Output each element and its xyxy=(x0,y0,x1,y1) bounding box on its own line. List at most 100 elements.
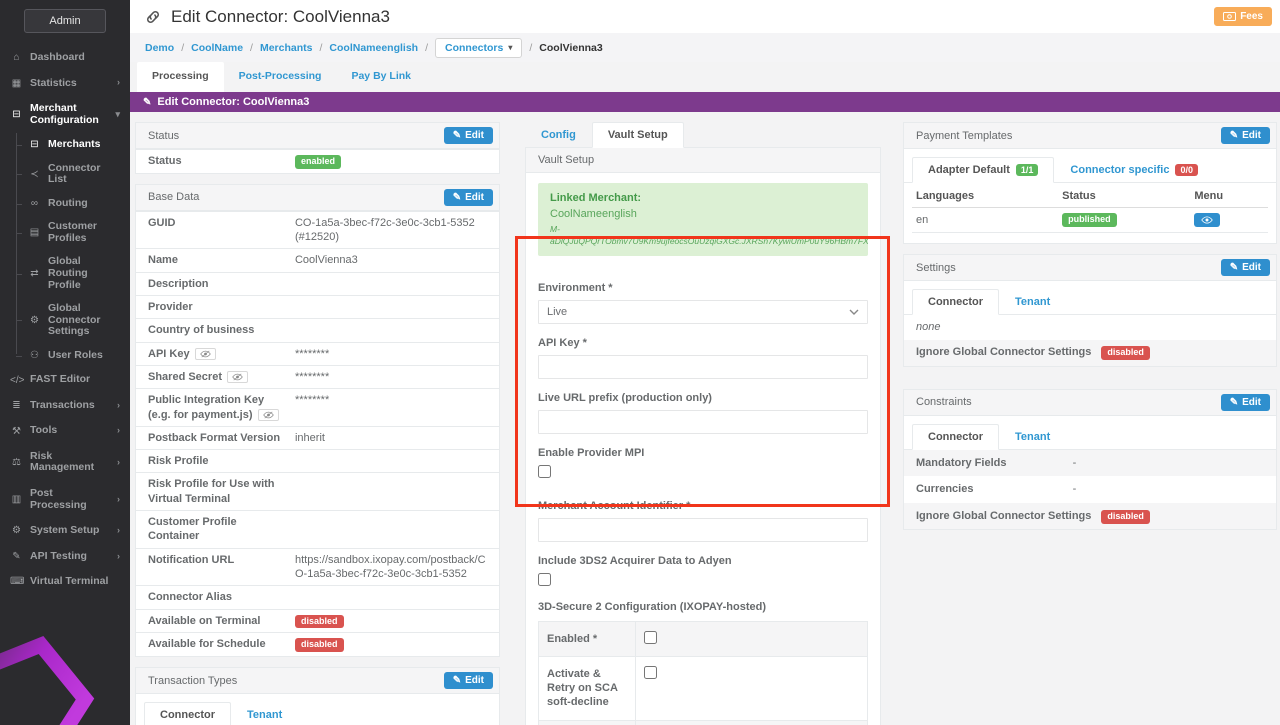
sidebar-item-dashboard[interactable]: ⌂ Dashboard xyxy=(0,45,130,71)
sidebar-item-system-setup[interactable]: ⚙ System Setup › xyxy=(0,518,130,544)
tab-connector-specific[interactable]: Connector specific 0/0 xyxy=(1054,157,1214,183)
environment-field: Environment * Live xyxy=(538,282,868,324)
connectors-dropdown-button[interactable]: Connectors ▾ xyxy=(435,37,523,58)
reveal-public-key-button[interactable] xyxy=(257,408,279,421)
sidebar-item-customer-profiles[interactable]: ▤ Customer Profiles xyxy=(0,215,130,250)
right-column: Payment Templates ✎ Edit Adapter Default… xyxy=(903,122,1277,540)
transaction-types-panel-header: Transaction Types ✎ Edit xyxy=(136,668,499,695)
reveal-shared-secret-button[interactable] xyxy=(226,371,248,384)
row-value xyxy=(295,454,487,468)
row-label: Mandatory Fields xyxy=(916,456,1007,469)
payment-templates-header: Payment Templates ✎ Edit xyxy=(904,123,1276,149)
content: Status ✎ Edit Status enabled Base Data xyxy=(130,112,1280,725)
tab-config[interactable]: Config xyxy=(541,129,576,141)
tab-connector[interactable]: Connector xyxy=(912,423,999,450)
code-icon: </> xyxy=(10,374,25,386)
sidebar-item-global-routing-profile[interactable]: ⇄ Global Routing Profile xyxy=(0,250,130,297)
chevron-right-icon: › xyxy=(117,524,120,535)
sidebar-item-label: Merchants xyxy=(48,138,101,151)
sidebar-item-connector-list[interactable]: ≺ Connector List xyxy=(0,157,130,192)
breadcrumb-link-coolnameenglish[interactable]: CoolNameenglish xyxy=(329,41,419,54)
tab-adapter-default[interactable]: Adapter Default 1/1 xyxy=(912,157,1055,183)
sidebar-item-label: Connector List xyxy=(48,161,101,186)
none-value: none xyxy=(916,321,941,333)
constraints-edit-button[interactable]: ✎ Edit xyxy=(1220,393,1270,411)
edit-label: Edit xyxy=(465,191,484,203)
payment-templates-table-header: Languages Status Menu xyxy=(912,183,1268,208)
sidebar-item-tools[interactable]: ⚒ Tools › xyxy=(0,418,130,444)
row-label: GUID xyxy=(148,216,176,229)
fees-button[interactable]: Fees xyxy=(1214,7,1272,26)
settings-panel-header: Settings ✎ Edit xyxy=(904,255,1276,281)
payment-templates-panel: Payment Templates ✎ Edit Adapter Default… xyxy=(903,122,1277,244)
breadcrumb: Demo / CoolName / Merchants / CoolNameen… xyxy=(130,33,1280,62)
tab-connector[interactable]: Connector xyxy=(912,289,999,315)
tab-pay-by-link[interactable]: Pay By Link xyxy=(351,70,411,82)
settings-edit-button[interactable]: ✎ Edit xyxy=(1220,259,1270,276)
enable-provider-mpi-checkbox[interactable] xyxy=(538,464,551,478)
table-row: GUID CO-1a5a-3bec-f72c-3e0c-3cb1-5352 (#… xyxy=(136,210,499,249)
base-data-edit-button[interactable]: ✎ Edit xyxy=(443,188,493,206)
constraints-tabs: Connector Tenant xyxy=(904,416,1276,450)
tab-tenant[interactable]: Tenant xyxy=(247,709,283,722)
sidebar-item-risk-management[interactable]: ⚖ Risk Management › xyxy=(0,444,130,481)
sidebar-item-post-processing[interactable]: ▥ Post Processing › xyxy=(0,481,130,518)
constraints-ignore-global-row: Ignore Global Connector Settings disable… xyxy=(904,502,1276,530)
sidebar-item-api-testing[interactable]: ✎ API Testing › xyxy=(0,544,130,570)
sidebar-item-merchant-configuration[interactable]: ⊟ Merchant Configuration ▾ xyxy=(0,96,130,133)
settings-ignore-global-row: Ignore Global Connector Settings disable… xyxy=(904,340,1276,366)
table-row: Connector Alias xyxy=(136,585,499,608)
live-url-prefix-input[interactable] xyxy=(538,409,868,434)
sidebar-item-statistics[interactable]: ▦ Statistics › xyxy=(0,71,130,97)
breadcrumb-link-demo[interactable]: Demo xyxy=(145,41,175,54)
sidebar-item-label: Global Connector Settings xyxy=(48,302,101,338)
breadcrumb-link-merchants[interactable]: Merchants xyxy=(259,41,313,54)
preview-template-button[interactable] xyxy=(1194,213,1221,227)
status-edit-button[interactable]: ✎ Edit xyxy=(443,127,493,144)
base-data-panel-header: Base Data ✎ Edit xyxy=(136,184,499,211)
sidebar-item-label: Tools xyxy=(30,424,58,437)
sidebar-item-routing[interactable]: ∞ Routing xyxy=(0,192,130,216)
sidebar-item-fast-editor[interactable]: </> FAST Editor xyxy=(0,367,130,393)
sidebar-item-virtual-terminal[interactable]: ⌨ Virtual Terminal xyxy=(0,569,130,595)
edit-icon: ✎ xyxy=(1229,262,1239,273)
row-value: ******** xyxy=(294,394,330,407)
tab-tenant[interactable]: Tenant xyxy=(1015,430,1051,443)
tab-tenant[interactable]: Tenant xyxy=(1015,296,1051,308)
api-key-input[interactable] xyxy=(538,354,868,379)
row-label: Shared Secret xyxy=(148,370,222,383)
row-value xyxy=(295,300,487,314)
tab-post-processing[interactable]: Post-Processing xyxy=(238,70,322,82)
chevron-right-icon: › xyxy=(117,550,120,561)
sidebar-item-global-connector-settings[interactable]: ⚙ Global Connector Settings xyxy=(0,297,130,344)
column-header-languages: Languages xyxy=(916,190,975,202)
merchant-account-identifier-input[interactable] xyxy=(538,517,868,542)
reveal-api-key-button[interactable] xyxy=(194,347,216,360)
payment-templates-edit-button[interactable]: ✎ Edit xyxy=(1220,127,1270,144)
breadcrumb-current: CoolVienna3 xyxy=(539,41,603,54)
sidebar-item-merchants[interactable]: ⊟ Merchants xyxy=(0,133,130,157)
link-icon: ∞ xyxy=(30,198,39,210)
include-3ds2-adyen-checkbox[interactable] xyxy=(538,572,551,586)
sidebar-item-transactions[interactable]: ≣ Transactions › xyxy=(0,393,130,419)
middle-column: Config Vault Setup Vault Setup Linked Me… xyxy=(515,122,890,725)
tab-connector[interactable]: Connector xyxy=(144,702,231,725)
sidebar-item-label: API Testing xyxy=(30,549,87,562)
admin-button[interactable]: Admin xyxy=(24,9,106,33)
sidebar-item-user-roles[interactable]: ⚇ User Roles xyxy=(0,344,130,368)
tab-vault-setup[interactable]: Vault Setup xyxy=(591,122,684,148)
edit-icon: ✎ xyxy=(1229,396,1239,408)
row-label: Ignore Global Connector Settings xyxy=(916,509,1092,522)
tab-processing[interactable]: Processing xyxy=(137,62,224,92)
sca-retry-checkbox[interactable] xyxy=(644,665,657,679)
environment-select[interactable]: Live xyxy=(538,299,868,324)
row-value xyxy=(295,515,487,544)
wrench-icon: ⚒ xyxy=(12,425,21,437)
merchant-account-identifier-label: Merchant Account Identifier * xyxy=(538,499,691,512)
sidebar-item-label: User Roles xyxy=(48,348,103,361)
transaction-types-edit-button[interactable]: ✎ Edit xyxy=(443,672,493,690)
threeds-enabled-checkbox[interactable] xyxy=(644,630,657,644)
scales-icon: ⚖ xyxy=(12,456,21,468)
row-label: Activate & Retry on SCA soft-decline xyxy=(547,667,618,709)
breadcrumb-link-coolname[interactable]: CoolName xyxy=(191,41,244,54)
